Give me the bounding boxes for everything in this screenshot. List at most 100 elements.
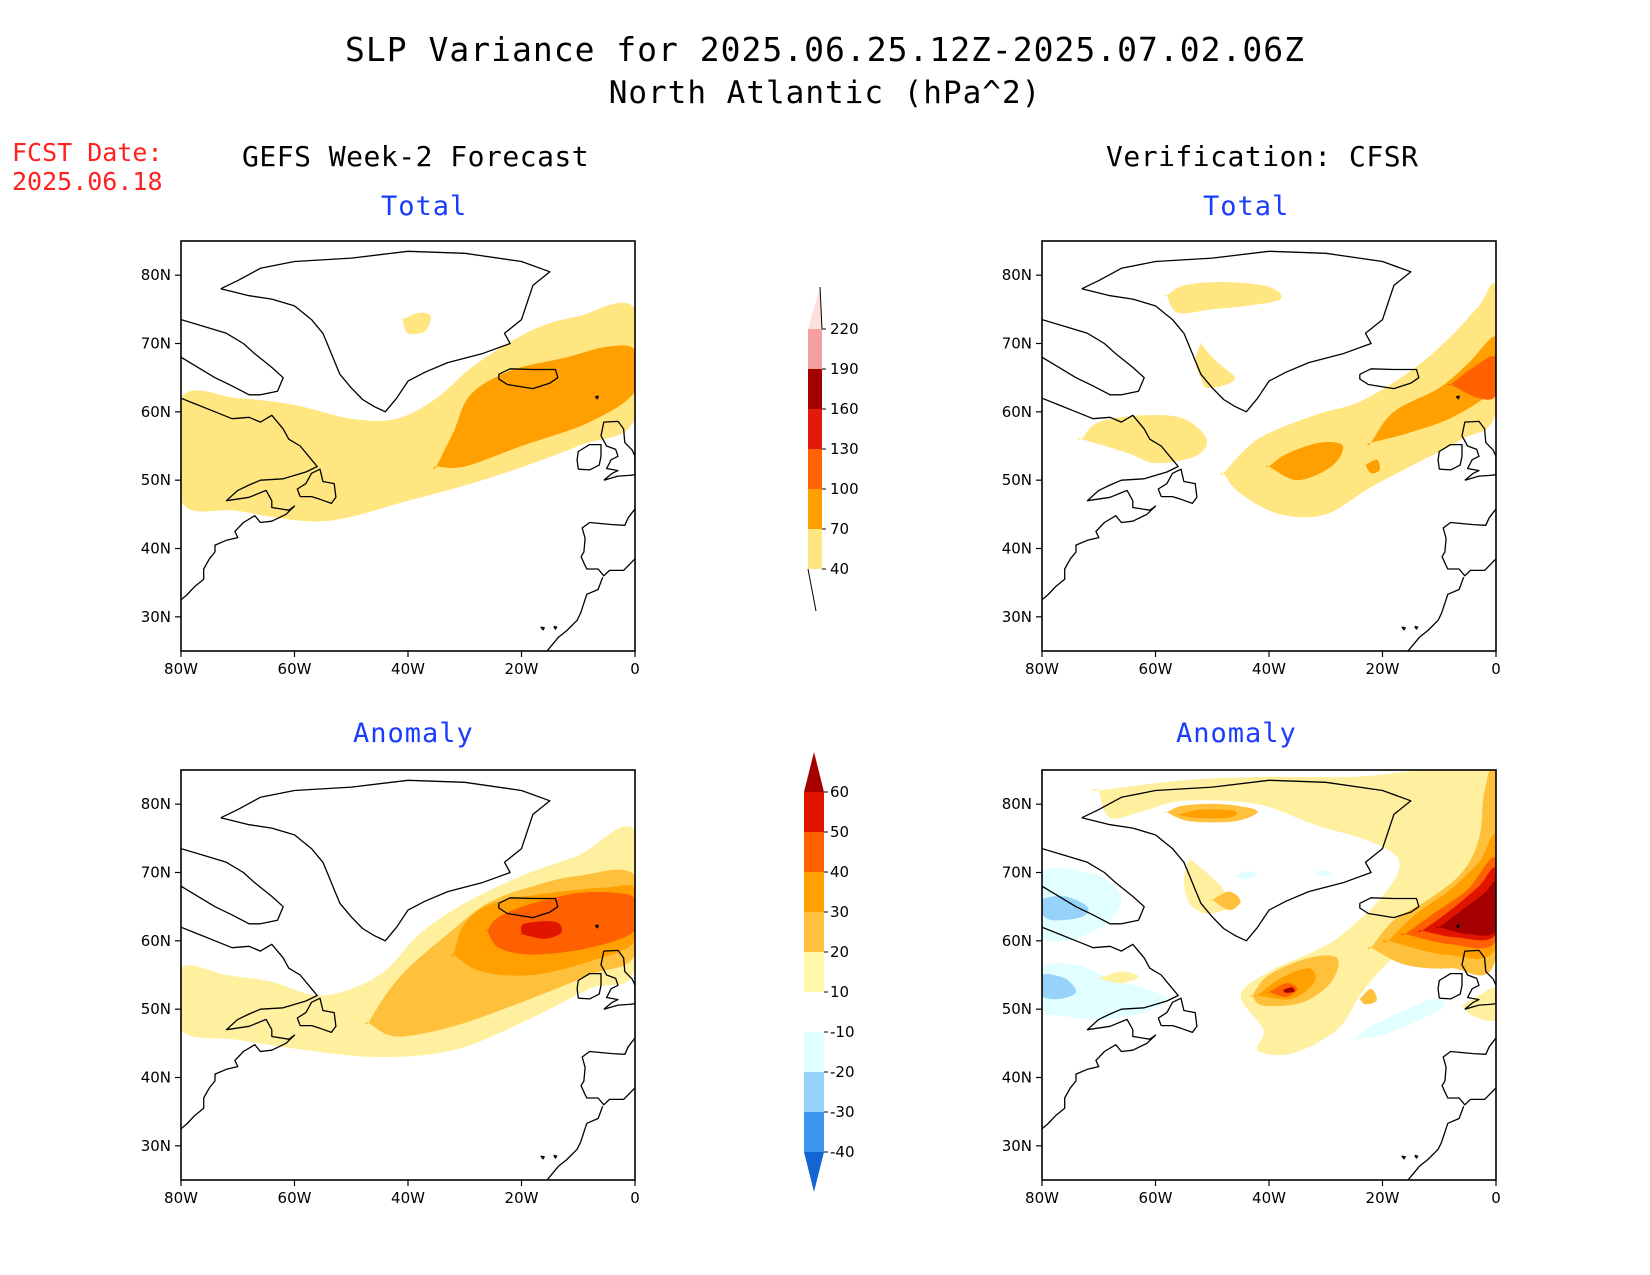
total-colorbar-label: 40 xyxy=(830,560,849,578)
total-colorbar-label: 160 xyxy=(830,400,859,418)
forecast-total-map: 80W 60W 40W 20W 0 80N 70N 60N 50N 40N 30N xyxy=(141,240,640,678)
verification-total-contour-7 xyxy=(1447,356,1496,400)
forecast-anomaly-lat-label: 50N xyxy=(141,1000,171,1018)
verification-total-lat-label: 30N xyxy=(1002,608,1032,626)
forecast-total-coastlines xyxy=(181,250,635,651)
verification-anomaly-contour-3 xyxy=(1042,973,1077,1000)
right-column-title: Verification: CFSR xyxy=(1106,140,1419,173)
verification-anomaly-contour-10 xyxy=(1460,987,1496,1022)
forecast-anomaly-coastline-10 xyxy=(594,924,599,929)
verification-anomaly-coastlines xyxy=(1042,779,1496,1180)
forecast-anomaly-contour-3 xyxy=(486,891,635,955)
forecast-anomaly-lat-label: 80N xyxy=(141,795,171,813)
anomaly-colorbar-box xyxy=(804,1112,824,1152)
forecast-anomaly-coastline-8 xyxy=(580,1037,635,1106)
verification-total-coastline-5 xyxy=(1359,368,1420,390)
forecast-anomaly-coastline-11 xyxy=(540,1155,545,1160)
verification-anomaly-coastline-5 xyxy=(1359,897,1420,919)
verification-anomaly-contour-2 xyxy=(1042,963,1167,1020)
forecast-total-coastline-0 xyxy=(220,250,551,413)
verification-anomaly-coastline-0 xyxy=(1081,779,1412,942)
forecast-total-contour-1 xyxy=(400,312,431,335)
verification-total-lat-label: 70N xyxy=(1002,335,1032,353)
verification-anomaly-contour-4 xyxy=(1351,998,1446,1041)
verification-anomaly-coastline-2 xyxy=(1042,926,1179,1031)
forecast-total-coastline-4 xyxy=(181,500,296,601)
anomaly-colorbar-label: -40 xyxy=(830,1143,855,1161)
forecast-anomaly-coastline-2 xyxy=(181,926,318,1031)
verification-total-coastline-1 xyxy=(1042,318,1145,396)
verification-anomaly-coastline-8 xyxy=(1441,1037,1496,1106)
verification-anomaly-contour-1 xyxy=(1042,896,1089,921)
verification-anomaly-lat-label: 30N xyxy=(1002,1137,1032,1155)
forecast-total-lat-label: 50N xyxy=(141,471,171,489)
verification-total-coastline-10 xyxy=(1455,395,1460,400)
fcst-date-value: 2025.06.18 xyxy=(12,167,163,196)
verification-total-coastline-12 xyxy=(1414,625,1419,630)
verification-anomaly-contour-22 xyxy=(1436,881,1496,936)
anomaly-colorbar-box xyxy=(804,872,824,912)
verification-anomaly-lat-label: 50N xyxy=(1002,1000,1032,1018)
verification-total-title: Total xyxy=(1203,191,1290,222)
verification-anomaly-lon-label: 80W xyxy=(1025,1189,1059,1207)
forecast-total-lon-label: 20W xyxy=(505,660,539,678)
anomaly-colorbar-box xyxy=(804,992,824,1032)
forecast-total-coastline-6 xyxy=(576,443,602,471)
verification-total-lat-label: 50N xyxy=(1002,471,1032,489)
verification-anomaly-contour-23 xyxy=(1282,987,1295,993)
verification-total-lon-label: 0 xyxy=(1491,660,1501,678)
forecast-total-coastline-8 xyxy=(580,508,635,577)
forecast-total-lon-label: 60W xyxy=(278,660,312,678)
verification-total-map: 80W 60W 40W 20W 0 80N 70N 60N 50N 40N 30N xyxy=(1002,240,1501,678)
forecast-anomaly-lon-label: 80W xyxy=(164,1189,198,1207)
total-colorbar-box xyxy=(808,489,822,529)
verification-total-coastline-3 xyxy=(1157,468,1198,505)
total-colorbar-box xyxy=(808,369,822,409)
anomaly-colorbar: -40 -30 -20 -10 10 20 30 40 50 60 xyxy=(804,752,855,1192)
total-colorbar-label: 100 xyxy=(830,480,859,498)
anomaly-colorbar-box xyxy=(804,1032,824,1072)
verification-anomaly-lon-label: 40W xyxy=(1252,1189,1286,1207)
forecast-total-coastline-9 xyxy=(546,576,604,651)
total-colorbar-label: 190 xyxy=(830,360,859,378)
forecast-anomaly-coastline-9 xyxy=(546,1105,604,1180)
forecast-anomaly-coastline-3 xyxy=(296,997,337,1034)
total-colorbar-box xyxy=(808,409,822,449)
verification-total-coastline-6 xyxy=(1437,443,1463,471)
total-colorbar-box xyxy=(808,449,822,489)
verification-anomaly-contour-14 xyxy=(1358,988,1377,1005)
forecast-anomaly-lat-label: 30N xyxy=(141,1137,171,1155)
forecast-total-field xyxy=(181,241,635,651)
verification-anomaly-coastline-10 xyxy=(1455,924,1460,929)
verification-anomaly-lat-label: 60N xyxy=(1002,932,1032,950)
verification-total-lon-label: 40W xyxy=(1252,660,1286,678)
forecast-total-lat-label: 60N xyxy=(141,403,171,421)
anomaly-colorbar-box xyxy=(804,832,824,872)
verification-total-lat-label: 60N xyxy=(1002,403,1032,421)
verification-anomaly-coastline-11 xyxy=(1401,1155,1406,1160)
verification-anomaly-coastline-1 xyxy=(1042,847,1145,925)
forecast-total-contour-0 xyxy=(181,302,635,522)
verification-anomaly-contour-16 xyxy=(1175,809,1238,819)
forecast-anomaly-coastline-7 xyxy=(600,949,635,1010)
verification-total-coastline-4 xyxy=(1042,500,1157,601)
verification-total-coastline-9 xyxy=(1407,576,1465,651)
verification-anomaly-coastline-7 xyxy=(1461,949,1496,1010)
verification-anomaly-contour-9 xyxy=(1095,971,1139,984)
verification-anomaly-contour-5 xyxy=(1233,871,1258,880)
verification-anomaly-lon-label: 20W xyxy=(1366,1189,1400,1207)
total-colorbar-label: 130 xyxy=(830,440,859,458)
total-colorbar-label: 70 xyxy=(830,520,849,538)
anomaly-colorbar-label: 20 xyxy=(830,943,849,961)
forecast-total-coastline-5 xyxy=(498,368,559,390)
verification-total-lon-label: 80W xyxy=(1025,660,1059,678)
total-colorbar-box xyxy=(808,329,822,369)
verification-total-coastline-7 xyxy=(1461,420,1496,481)
forecast-total-lat-label: 40N xyxy=(141,540,171,558)
anomaly-colorbar-label: -10 xyxy=(830,1023,855,1041)
total-colorbar-lower-arrow xyxy=(807,568,817,612)
subtitle: North Atlantic (hPa^2) xyxy=(608,75,1042,111)
forecast-anomaly-coastline-0 xyxy=(220,779,551,942)
verification-total-contour-2 xyxy=(1077,415,1208,464)
forecast-anomaly-field xyxy=(181,770,635,1180)
